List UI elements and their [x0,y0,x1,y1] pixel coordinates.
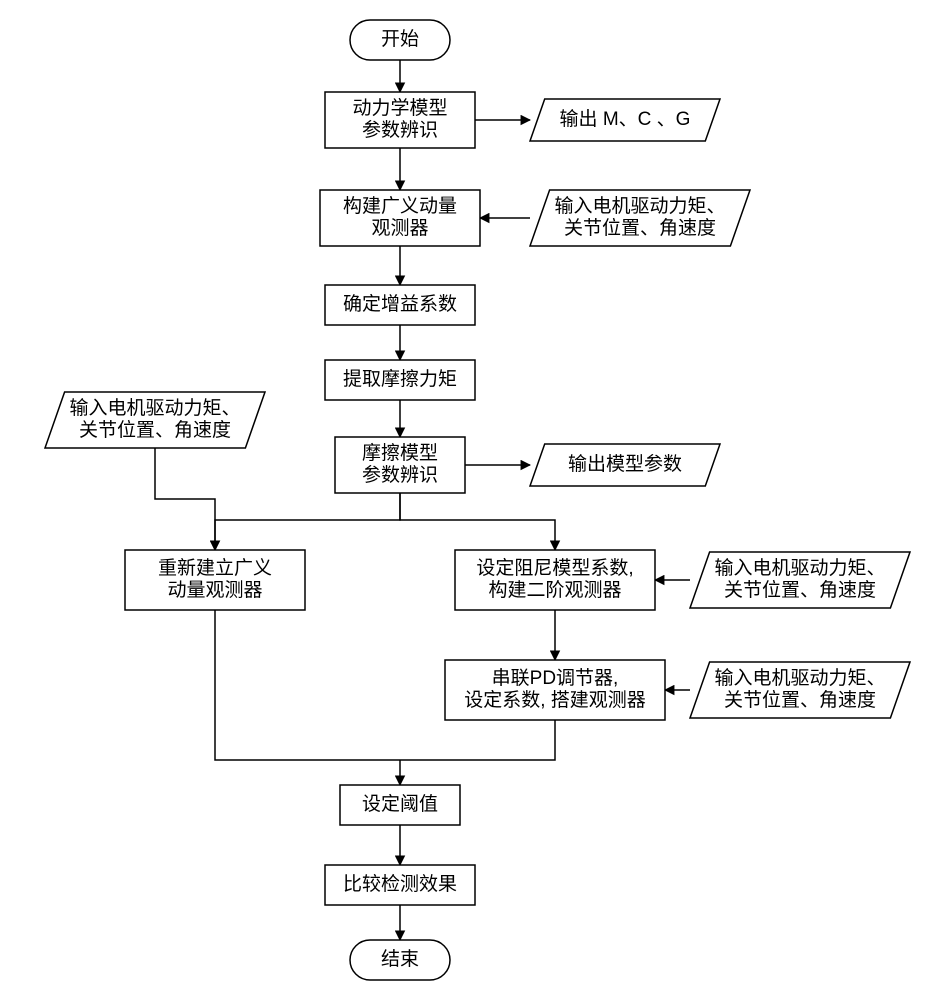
node-end: 结束 [350,940,450,980]
node-text: 构建广义动量 [343,195,457,217]
node-text: 重新建立广义 [158,557,272,579]
node-text: 串联PD调节器, [492,667,619,689]
node-n8: 设定阈值 [340,785,460,825]
node-text: 输入电机驱动力矩、 [69,397,240,419]
node-text: 构建二阶观测器 [488,579,621,601]
node-text: 观测器 [371,217,428,239]
node-text: 关节位置、角速度 [564,217,716,239]
node-text: 输入电机驱动力矩、 [714,557,885,579]
node-text: 比较检测效果 [343,873,457,895]
node-text: 结束 [381,948,419,970]
node-text: 确定增益系数 [343,293,457,315]
node-n1: 动力学模型参数辨识 [325,92,475,148]
flowchart-canvas: 开始动力学模型参数辨识输出 M、C 、G构建广义动量观测器输入电机驱动力矩、关节… [0,0,927,1000]
node-text: 输入电机驱动力矩、 [554,195,725,217]
node-n6r: 设定阻尼模型系数,构建二阶观测器 [455,550,655,610]
node-o1: 输出 M、C 、G [530,99,720,141]
node-text: 输出 M、C 、G [560,108,691,130]
node-text: 开始 [381,28,419,50]
node-text: 关节位置、角速度 [724,579,876,601]
node-text: 提取摩擦力矩 [343,368,457,390]
node-n3: 确定增益系数 [325,285,475,325]
edge [400,720,555,760]
node-text: 参数辨识 [362,464,438,486]
node-text: 设定系数, 搭建观测器 [464,689,646,711]
edge [155,448,215,550]
node-i6r: 输入电机驱动力矩、关节位置、角速度 [690,552,910,608]
node-n4: 提取摩擦力矩 [325,360,475,400]
node-n5: 摩擦模型参数辨识 [335,437,465,493]
node-text: 参数辨识 [362,119,438,141]
node-text: 设定阈值 [362,793,438,815]
node-text: 动力学模型 [352,97,447,119]
node-n7r: 串联PD调节器,设定系数, 搭建观测器 [445,660,665,720]
edge [400,493,555,550]
node-n9: 比较检测效果 [325,865,475,905]
node-o5: 输出模型参数 [530,444,720,486]
node-i7r: 输入电机驱动力矩、关节位置、角速度 [690,662,910,718]
node-n6l: 重新建立广义动量观测器 [125,550,305,610]
node-i2: 输入电机驱动力矩、关节位置、角速度 [530,190,750,246]
node-text: 输入电机驱动力矩、 [714,667,885,689]
edge [215,610,400,760]
node-n2: 构建广义动量观测器 [320,190,480,246]
edge [215,493,400,550]
node-text: 动量观测器 [167,579,262,601]
node-text: 摩擦模型 [362,442,438,464]
node-text: 关节位置、角速度 [724,689,876,711]
node-text: 输出模型参数 [568,453,682,475]
node-text: 设定阻尼模型系数, [476,557,633,579]
node-text: 关节位置、角速度 [79,419,231,441]
node-start: 开始 [350,20,450,60]
node-i5: 输入电机驱动力矩、关节位置、角速度 [45,392,265,448]
